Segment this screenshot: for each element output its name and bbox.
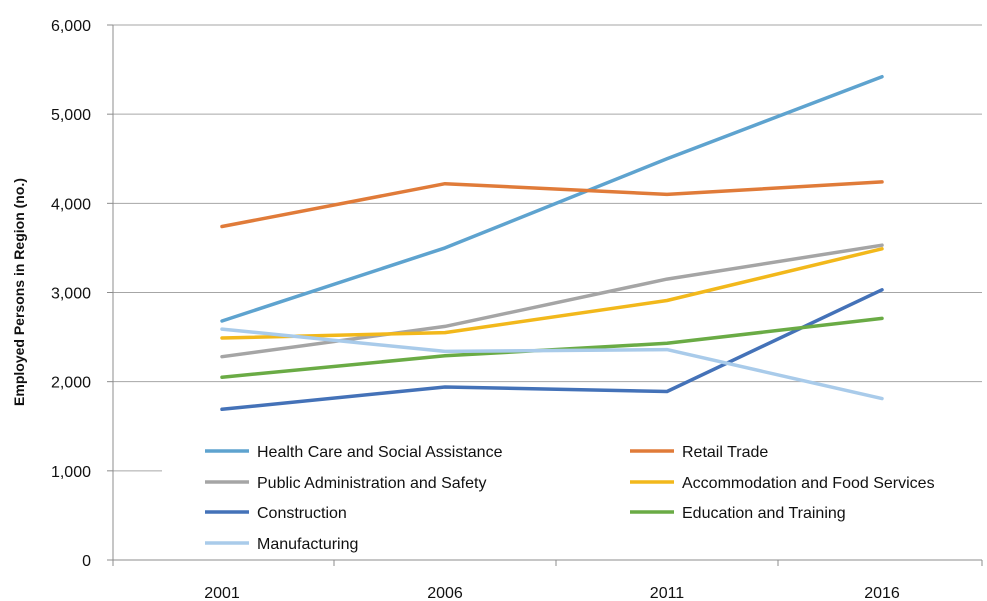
legend-label: Retail Trade	[682, 444, 768, 461]
y-tick-label: 4,000	[51, 196, 91, 213]
series-line-5	[220, 288, 884, 412]
legend-label: Education and Training	[682, 505, 846, 522]
series-line-7	[220, 327, 884, 401]
axes	[107, 24, 983, 566]
series-line-4	[220, 247, 884, 340]
x-tick-label: 2016	[864, 585, 900, 601]
x-tick-label: 2006	[427, 585, 463, 601]
y-tick-label: 5,000	[51, 107, 91, 124]
grid-lines	[113, 24, 982, 472]
y-tick-label: 2,000	[51, 375, 91, 392]
series-line-2	[220, 180, 884, 229]
y-tick-label: 3,000	[51, 286, 91, 303]
y-tick-label: 6,000	[51, 18, 91, 35]
x-tick-label: 2001	[204, 585, 240, 601]
legend-label: Construction	[257, 505, 347, 522]
legend: Health Care and Social Assistance Retail …	[205, 444, 935, 553]
legend-label: Accommodation and Food Services	[682, 475, 935, 492]
tick-labels: 0 1,000 2,000 3,000 4,000 5,000 6,000 2001 2006 2…	[51, 18, 900, 601]
series-line-1	[220, 74, 884, 323]
series-line-6	[220, 316, 884, 379]
legend-label: Manufacturing	[257, 536, 358, 553]
y-tick-label: 1,000	[51, 464, 91, 481]
series-lines	[220, 74, 884, 412]
y-axis-title: Employed Persons in Region (no.)	[11, 178, 27, 406]
legend-label: Health Care and Social Assistance	[257, 444, 503, 461]
x-tick-label: 2011	[650, 585, 685, 601]
y-tick-label: 0	[82, 553, 91, 570]
legend-label: Public Administration and Safety	[257, 475, 486, 492]
